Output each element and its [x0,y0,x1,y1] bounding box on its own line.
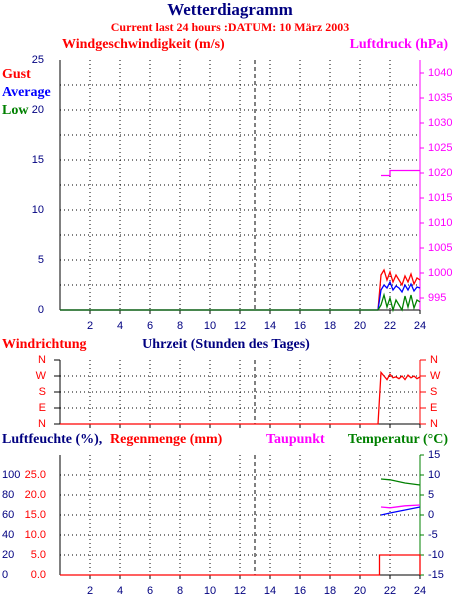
y-tick-label: 80 [2,489,14,501]
x-tick-label: 24 [414,320,426,332]
data-line [380,504,421,509]
y2-axis-label: Temperatur (°C) [348,432,448,447]
y2-tick-label: -15 [428,569,444,581]
x-tick-label: 20 [354,585,366,597]
y2-tick-label: 0 [428,509,434,521]
y-tick-label: N [38,354,46,366]
rain-tick-label: 20.0 [25,489,46,501]
y2-tick-label: 995 [428,292,446,304]
y-tick-label: 20 [2,549,14,561]
y-axis-label: Windrichtung [2,337,87,352]
x-tick-label: 16 [294,585,306,597]
x-tick-label: 8 [177,320,183,332]
data-line [60,292,421,313]
rain-tick-label: 25.0 [25,469,46,481]
x-tick-label: 22 [384,585,396,597]
y-tick-label: 60 [2,509,14,521]
rain-tick-label: 10.0 [25,529,46,541]
y-tick-label: 100 [2,469,20,481]
x-axis-label: Uhrzeit (Stunden des Tages) [142,337,310,352]
dewpoint-label: Taupunkt [266,432,325,447]
y2-tick-label: 1015 [428,192,452,204]
data-line [60,370,421,425]
y-axis-label: Windgeschwindigkeit (m/s) [62,37,225,52]
y2-tick-label: 10 [428,469,440,481]
chart-title: Wetterdiagramm [167,0,293,19]
y2-tick-label: 1025 [428,142,452,154]
y-tick-label: N [38,418,46,430]
x-tick-label: 12 [234,585,246,597]
x-tick-label: 10 [204,320,216,332]
data-line [380,506,421,516]
y-tick-label: S [39,386,46,398]
x-tick-label: 10 [204,585,216,597]
y2-tick-label: N [430,354,438,366]
data-line [380,478,421,486]
x-tick-label: 6 [147,585,153,597]
y2-tick-label: 15 [428,449,440,461]
y-tick-label: 0 [2,569,8,581]
y2-tick-label: 1010 [428,217,452,229]
y2-tick-label: 1005 [428,242,452,254]
y2-tick-label: E [430,402,437,414]
x-tick-label: 2 [87,585,93,597]
x-tick-label: 18 [324,320,336,332]
legend-label: Gust [2,67,31,82]
data-line [60,280,421,311]
y2-tick-label: -10 [428,549,444,561]
y2-tick-label: S [430,386,437,398]
y2-axis-label: Luftdruck (hPa) [350,37,449,52]
chart-subtitle: Current last 24 hours :DATUM: 10 März 20… [111,20,350,34]
x-tick-label: 22 [384,320,396,332]
y-tick-label: 0 [38,304,44,316]
data-line [381,169,420,177]
y-tick-label: 10 [32,204,44,216]
data-line [60,554,421,576]
y2-tick-label: -5 [428,529,438,541]
y2-tick-label: 1020 [428,167,452,179]
y-tick-label: W [36,370,47,382]
x-tick-label: 14 [264,585,276,597]
y2-tick-label: 1040 [428,67,452,79]
x-tick-label: 4 [117,585,123,597]
y-tick-label: 5 [38,254,44,266]
x-tick-label: 2 [87,320,93,332]
y2-tick-label: N [430,418,438,430]
x-tick-label: 4 [117,320,123,332]
rain-tick-label: 0.0 [31,569,46,581]
y-axis-label: Luftfeuchte (%), [2,432,102,447]
x-tick-label: 18 [324,585,336,597]
y-tick-label: 15 [32,154,44,166]
legend-label: Low [2,103,29,118]
x-tick-label: 8 [177,585,183,597]
y2-tick-label: W [430,370,441,382]
rain-tick-label: 5.0 [31,549,46,561]
y2-tick-label: 5 [428,489,434,501]
rain-tick-label: 15.0 [25,509,46,521]
data-line [60,268,421,311]
y2-tick-label: 1030 [428,117,452,129]
rain-axis-label: Regenmenge (mm) [110,432,223,447]
y-tick-label: E [39,402,46,414]
y-tick-label: 40 [2,529,14,541]
x-tick-label: 16 [294,320,306,332]
x-tick-label: 6 [147,320,153,332]
y2-tick-label: 1035 [428,92,452,104]
y2-tick-label: 1000 [428,267,452,279]
y-tick-label: 25 [32,54,44,66]
x-tick-label: 14 [264,320,276,332]
y-tick-label: 20 [32,104,44,116]
x-tick-label: 12 [234,320,246,332]
x-tick-label: 20 [354,320,366,332]
x-tick-label: 24 [414,585,426,597]
legend-label: Average [2,85,51,100]
